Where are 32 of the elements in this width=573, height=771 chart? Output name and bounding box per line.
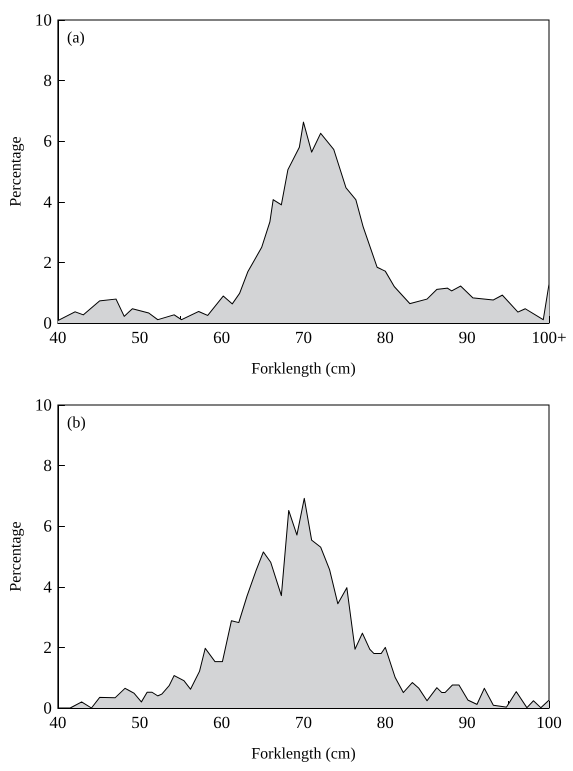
x-axis-title: Forklength (cm) (251, 360, 356, 378)
y-tick-label: 8 (43, 456, 52, 476)
annotation: (b) (67, 414, 86, 432)
y-tick-label: 2 (43, 638, 52, 657)
y-tick-label: 6 (43, 516, 52, 536)
y-tick-label: 2 (43, 252, 52, 272)
y-tick-label: 0 (43, 698, 52, 718)
annotation: (a) (67, 30, 85, 46)
x-tick-label: 60 (213, 328, 230, 347)
y-axis-title: Percentage (8, 521, 24, 592)
y-axis-title: Percentage (8, 136, 24, 207)
x-tick-label: 70 (294, 713, 312, 732)
y-tick-label: 0 (43, 314, 52, 332)
x-tick-label: 40 (49, 713, 66, 732)
x-tick-label: 100+ (531, 328, 567, 347)
x-tick-label: 80 (376, 713, 394, 732)
x-tick-label: 90 (458, 328, 476, 347)
y-tick-label: 10 (34, 396, 52, 414)
y-tick-label: 10 (34, 10, 52, 30)
x-tick-label: 40 (49, 328, 66, 347)
x-tick-label: 50 (131, 713, 148, 732)
y-tick-label: 6 (43, 132, 52, 151)
x-tick-label: 90 (458, 713, 476, 732)
x-axis-title: Forklength (cm) (251, 746, 356, 762)
x-tick-label: 70 (294, 328, 312, 347)
x-tick-label: 100 (536, 713, 562, 732)
x-tick-label: 80 (376, 328, 394, 347)
x-tick-label: 60 (213, 713, 230, 732)
x-tick-label: 50 (131, 328, 148, 347)
y-tick-label: 4 (43, 192, 52, 212)
y-tick-label: 4 (43, 577, 52, 596)
y-tick-label: 8 (43, 71, 52, 90)
